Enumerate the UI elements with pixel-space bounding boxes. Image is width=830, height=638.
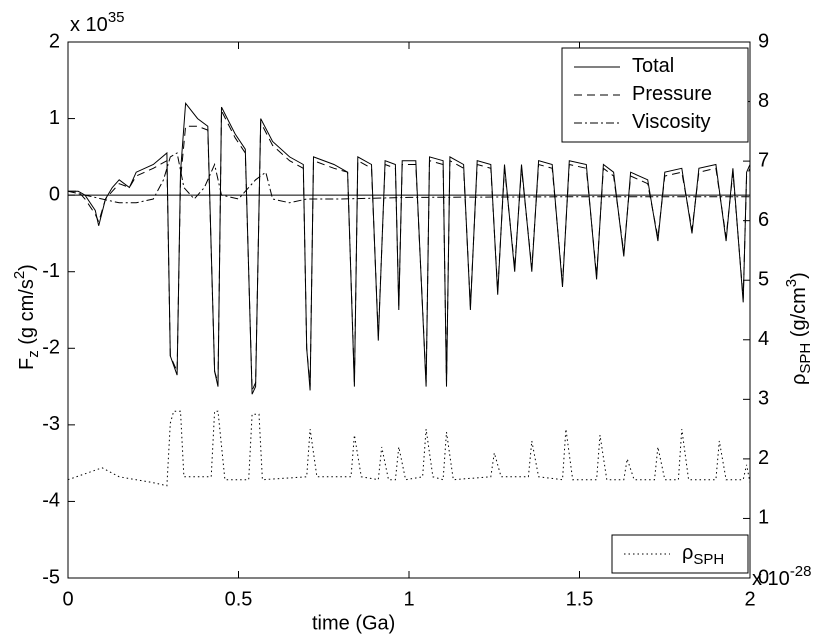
legend-name-sub: SPH <box>693 551 724 568</box>
y2-tick-label: 5 <box>758 269 769 291</box>
y2-tick-label: 9 <box>758 30 769 52</box>
y2-tick-label: 4 <box>758 328 769 350</box>
y2-tick-label: 3 <box>758 388 769 410</box>
legend-label: Pressure <box>632 83 712 105</box>
y-tick-label: -1 <box>42 260 60 282</box>
series-line <box>68 101 751 395</box>
y2-tick-label: 7 <box>758 149 769 171</box>
legend-label: Total <box>632 55 674 77</box>
y-tick-label: -3 <box>42 413 60 435</box>
y-tick-label: -4 <box>42 490 60 512</box>
y-tick-label: -5 <box>42 566 60 588</box>
y-tick-label: 2 <box>49 30 60 52</box>
y2-tick-label: 0 <box>758 566 769 588</box>
y-tick-label: -2 <box>42 337 60 359</box>
y-exponent: x 1035 <box>70 9 125 36</box>
legend-name: Pressure <box>632 83 712 105</box>
x-tick-label: 1.5 <box>566 588 594 610</box>
legend-name: Total <box>632 55 674 77</box>
x-tick-label: 2 <box>744 588 755 610</box>
legend-label: ρSPH <box>682 542 724 568</box>
y-tick-label: 0 <box>49 183 60 205</box>
legend: Total Pressure Viscosity <box>561 47 749 143</box>
x-tick-label: 1 <box>403 588 414 610</box>
legend: ρSPH <box>611 534 749 574</box>
x-axis-label: time (Ga) <box>312 612 395 634</box>
series-line <box>67 152 750 204</box>
legend-box <box>611 534 749 574</box>
x-tick-label: 0 <box>62 588 73 610</box>
series-line <box>68 110 751 391</box>
x-tick-label: 0.5 <box>225 588 253 610</box>
y2-tick-label: 1 <box>758 507 769 529</box>
y2-exponent: x 10-28 <box>752 563 812 590</box>
y2-axis-label: ρSPH (g/cm3) <box>783 272 814 385</box>
y2-tick-label: 8 <box>758 90 769 112</box>
y-axis-label: Fz (g cm/s2) <box>11 264 42 370</box>
legend-label: Viscosity <box>632 111 711 133</box>
y2-tick-label: 6 <box>758 209 769 231</box>
y-tick-label: 1 <box>49 107 60 129</box>
legend-name: Viscosity <box>632 111 711 133</box>
y2-tick-label: 2 <box>758 447 769 469</box>
legend-name: ρ <box>682 542 693 564</box>
